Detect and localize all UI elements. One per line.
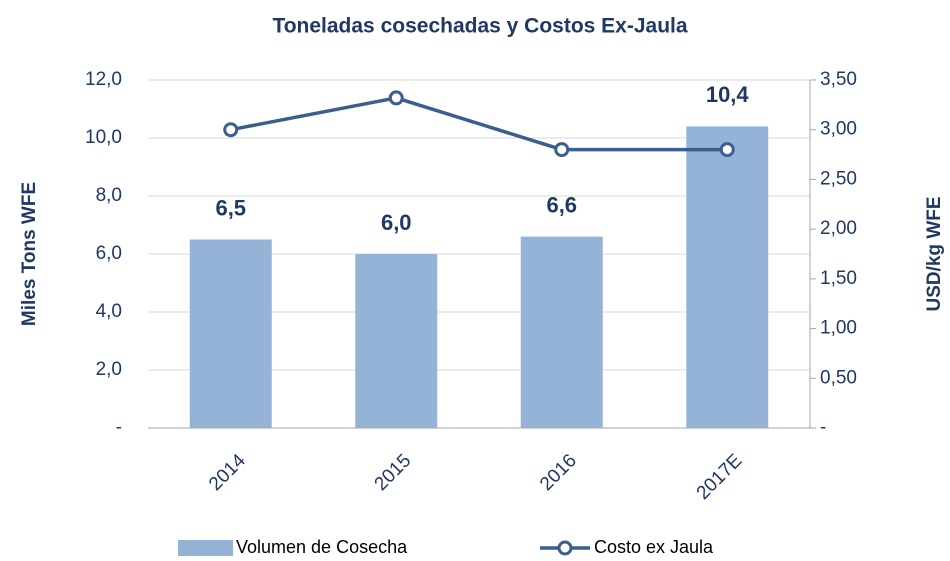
y-tick-label: 10,0 <box>85 127 122 148</box>
data-label: 6,0 <box>381 210 412 235</box>
x-tick-label: 2015 <box>371 450 416 495</box>
data-label: 10,4 <box>706 82 750 107</box>
y2-tick-label: 3,00 <box>820 119 857 140</box>
x-tick-label: 2017E <box>693 450 747 504</box>
data-label: 6,5 <box>215 195 246 220</box>
y2-tick-label: 2,50 <box>820 168 857 189</box>
y-tick-label: 6,0 <box>96 243 122 264</box>
y-axis-title: Miles Tons WFE <box>19 182 40 326</box>
y2-tick-label: 3,50 <box>820 69 857 90</box>
y-tick-label: 4,0 <box>96 301 122 322</box>
line-marker <box>388 90 404 106</box>
bar <box>520 236 603 428</box>
y-tick-label: 12,0 <box>85 69 122 90</box>
y-tick-label: 2,0 <box>96 359 122 380</box>
line <box>230 96 728 152</box>
y2-tick-label: 0,50 <box>820 367 857 388</box>
x-tick-label: 2014 <box>205 450 250 495</box>
line-marker <box>223 122 239 138</box>
bar <box>189 239 272 428</box>
legend-label: Costo ex Jaula <box>594 537 714 557</box>
y-tick-label: - <box>116 417 122 438</box>
bar <box>686 126 769 429</box>
legend-label: Volumen de Cosecha <box>236 537 408 557</box>
data-label: 6,6 <box>546 192 577 217</box>
line-marker <box>719 142 735 158</box>
y2-tick-label: 1,00 <box>820 318 857 339</box>
y2-tick-label: 2,00 <box>820 218 857 239</box>
line-marker <box>554 142 570 158</box>
y2-tick-label: - <box>820 417 826 438</box>
chart-title: Toneladas cosechadas y Costos Ex-Jaula <box>272 15 687 38</box>
legend-marker <box>557 540 573 556</box>
bar <box>355 254 438 428</box>
y2-axis-title: USD/kg WFE <box>924 196 945 311</box>
y2-tick-label: 1,50 <box>820 268 857 289</box>
x-tick-label: 2016 <box>536 450 581 495</box>
legend-swatch <box>178 540 233 556</box>
y-tick-label: 8,0 <box>96 185 122 206</box>
